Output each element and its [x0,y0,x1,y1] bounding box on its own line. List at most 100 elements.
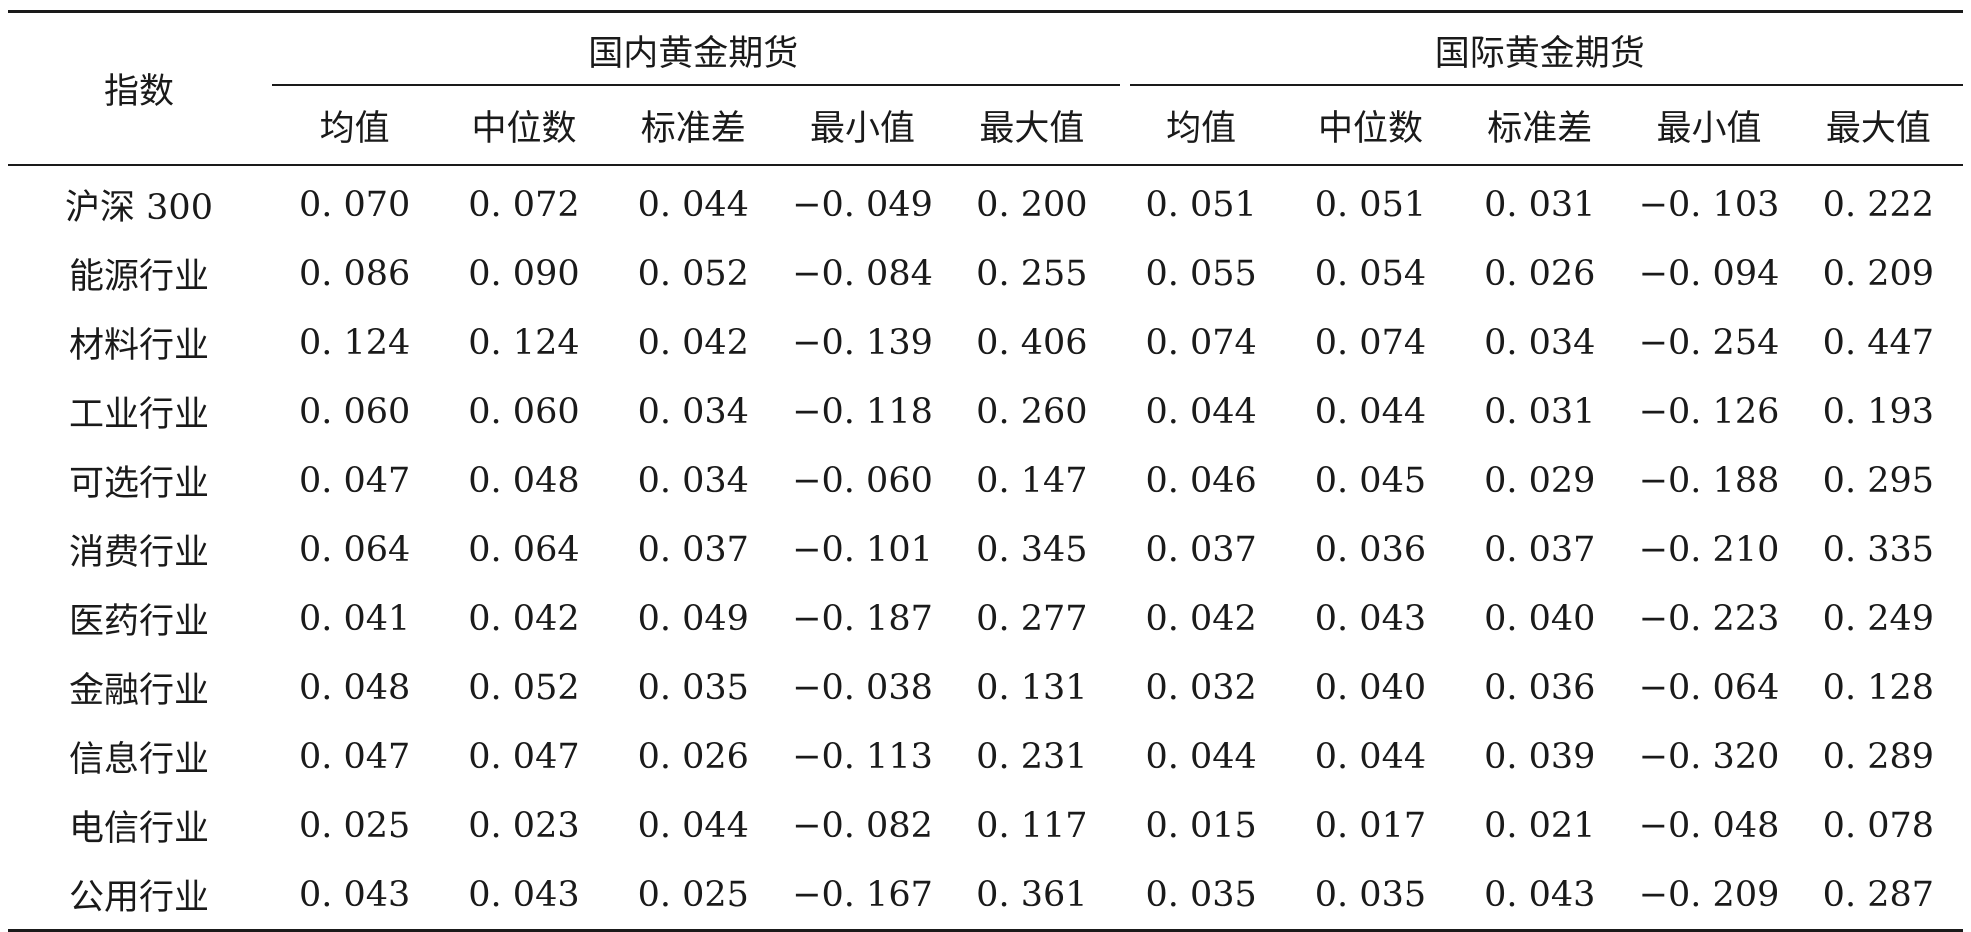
table-cell: 0. 043 [439,860,609,932]
index-column-header: 指数 [8,10,270,166]
table-cell: 0. 131 [976,667,1088,708]
table-cell: −0. 103 [1638,184,1780,225]
table-cell: −0. 049 [792,184,933,225]
table-row: 电信行业 0. 025 0. 023 0. 044 −0. 082 0. 117 0. 01… [8,791,1963,860]
table-cell: 0. 042 [468,598,580,639]
table-cell: 0. 047 [298,460,411,501]
table-cell: 0. 044 [1145,736,1257,777]
table-cell: 0. 064 [298,529,411,570]
table-cell: 0. 042 [1145,598,1257,639]
table-cell: 0. 045 [1314,460,1427,501]
table-cell: 0. 044 [1314,736,1427,777]
table-cell: −0. 210 [1638,529,1780,570]
table-cell: 0. 031 [1484,391,1596,432]
table-cell: 0. 021 [1484,805,1596,846]
table-cell: 0. 032 [1145,667,1257,708]
table-cell: 0. 074 [1314,322,1427,363]
table-cell: 0. 048 [298,667,411,708]
table-cell: 0. 047 [468,736,580,777]
row-index-name: 沪深 300 [65,188,213,228]
table-cell: 0. 025 [298,805,411,846]
table-cell: 0. 209 [1822,253,1934,294]
table-cell: 0. 193 [1822,391,1934,432]
group-header-international: 国际黄金期货 [1116,10,1963,87]
table-cell: 0. 017 [1314,805,1427,846]
table-cell: −0. 094 [1638,253,1780,294]
row-index-name: 能源行业 [68,257,209,297]
table-cell: 0. 034 [637,391,749,432]
table-cell: 0. 026 [1484,253,1596,294]
table-cell: 0. 040 [1484,598,1596,639]
row-index-name: 金融行业 [68,671,209,711]
row-index-name: 信息行业 [68,740,209,780]
table-cell: 0. 147 [976,460,1088,501]
table-row: 信息行业 0. 047 0. 047 0. 026 −0. 113 0. 231 0. 04… [8,722,1963,791]
table-cell: 0. 044 [1314,391,1427,432]
stat-column-header: 中位数 [439,87,609,166]
table-cell: 0. 117 [976,805,1088,846]
table-cell: −0. 167 [777,860,948,932]
table-cell: 0. 015 [1145,805,1257,846]
international-group-rule [1130,84,1963,86]
table-cell: 0. 060 [468,391,580,432]
table-cell: 0. 051 [1145,184,1257,225]
table-cell: −0. 209 [1624,860,1794,932]
descriptive-statistics-table: 指数 国内黄金期货 国际黄金期货 均值 中位数 标准差 最小值 最大值 均值 中位数 标准差最… [8,10,1963,932]
table-cell: 0. 036 [1314,529,1427,570]
table-cell: 0. 051 [1314,184,1427,225]
row-index-name: 电信行业 [68,809,209,849]
table-cell: 0. 074 [1145,322,1257,363]
table-cell: −0. 084 [792,253,933,294]
stat-header-row: 均值 中位数 标准差 最小值 最大值 均值 中位数 标准差 最小值 最大值 [8,87,1963,166]
table-cell: 0. 041 [298,598,411,639]
table-row: 可选行业 0. 047 0. 048 0. 034 −0. 060 0. 147 0. 04… [8,446,1963,515]
table-cell: −0. 064 [1638,667,1780,708]
table-cell: 0. 046 [1145,460,1257,501]
table-cell: 0. 035 [1116,860,1286,932]
table-cell: 0. 040 [1314,667,1427,708]
table-cell: −0. 254 [1638,322,1780,363]
stat-column-header: 中位数 [1285,87,1456,166]
table-cell: 0. 124 [468,322,580,363]
table-cell: 0. 070 [298,184,411,225]
table-cell: 0. 260 [976,391,1088,432]
row-index-name: 医药行业 [68,602,209,642]
table-cell: 0. 295 [1822,460,1934,501]
table-cell: 0. 031 [1484,184,1596,225]
table-body: 沪深 300 0. 070 0. 072 0. 044 −0. 049 0. 200 0. … [8,165,1963,932]
table-cell: 0. 026 [637,736,749,777]
stat-column-header: 均值 [270,87,440,166]
table-cell: 0. 047 [298,736,411,777]
table-row: 材料行业 0. 124 0. 124 0. 042 −0. 139 0. 406 0. 07… [8,308,1963,377]
table-row: 能源行业 0. 086 0. 090 0. 052 −0. 084 0. 255 0. 05… [8,239,1963,308]
table-cell: −0. 113 [792,736,933,777]
stat-column-header: 最小值 [777,87,948,166]
table-cell: 0. 054 [1314,253,1427,294]
table-cell: 0. 043 [1455,860,1625,932]
table-row: 公用行业 0. 043 0. 043 0. 025 −0. 167 0. 361 0. 03… [8,860,1963,932]
table-cell: 0. 035 [637,667,749,708]
table-cell: 0. 044 [637,184,749,225]
stat-column-header: 标准差 [1455,87,1625,166]
stat-column-header: 标准差 [608,87,778,166]
table-cell: 0. 055 [1145,253,1257,294]
table-cell: 0. 049 [637,598,749,639]
table-cell: 0. 060 [298,391,411,432]
table-cell: 0. 043 [1314,598,1427,639]
table-cell: 0. 249 [1822,598,1934,639]
table-cell: 0. 052 [637,253,749,294]
table-cell: 0. 289 [1822,736,1934,777]
row-index-name: 可选行业 [68,464,209,504]
table-cell: −0. 060 [792,460,933,501]
table-cell: 0. 287 [1793,860,1963,932]
table-cell: 0. 039 [1484,736,1596,777]
table-cell: 0. 231 [976,736,1088,777]
domestic-group-rule [272,84,1120,86]
table-cell: 0. 036 [1484,667,1596,708]
group-header-domestic: 国内黄金期货 [270,10,1117,87]
table-cell: 0. 042 [637,322,749,363]
table-cell: 0. 086 [298,253,411,294]
table-cell: 0. 335 [1822,529,1934,570]
table-cell: 0. 043 [270,860,440,932]
table-cell: 0. 128 [1822,667,1934,708]
